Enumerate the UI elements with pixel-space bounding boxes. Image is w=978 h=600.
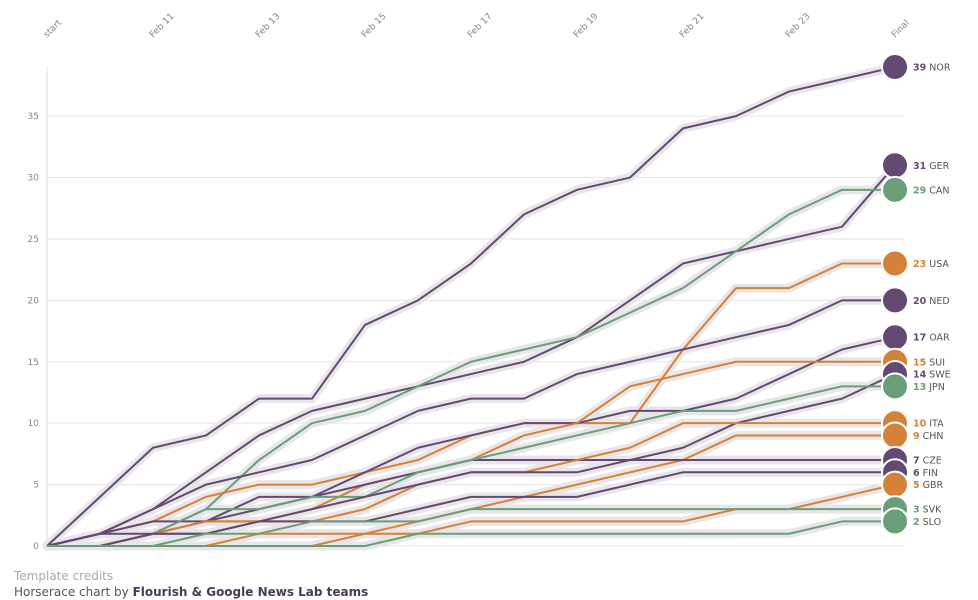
flag	[881, 507, 909, 536]
flag	[881, 421, 909, 450]
end-label: 29 CAN	[913, 185, 949, 196]
y-tick-label: 30	[28, 174, 40, 184]
flag	[881, 286, 909, 315]
x-tick-label: Feb 15	[360, 12, 388, 40]
x-tick-label: Feb 21	[678, 12, 706, 40]
end-label: 31 GER	[913, 161, 950, 172]
end-value: 13	[913, 382, 926, 393]
end-value: 3	[913, 505, 920, 516]
y-tick-label: 10	[28, 419, 40, 429]
end-value: 23	[913, 259, 926, 270]
end-label: 5 GBR	[913, 480, 944, 491]
series-line	[47, 508, 895, 547]
series-line	[46, 164, 896, 547]
series-line	[46, 299, 895, 547]
y-tick-label: 5	[33, 481, 39, 491]
x-tick-label: Feb 11	[148, 12, 176, 40]
halos	[42, 62, 900, 551]
legend-entry: SWE	[929, 370, 950, 381]
x-tick-label: Feb 19	[572, 11, 601, 40]
legend-entry: GBR	[923, 480, 944, 491]
legend-entry: FIN	[923, 468, 938, 479]
legend-entry: ITA	[929, 419, 944, 430]
series-line	[46, 471, 895, 547]
legend-entry: CHN	[923, 431, 944, 442]
legend-entry: SUI	[929, 357, 945, 368]
end-label: 39 NOR	[913, 63, 951, 74]
credits: Template credits Horserace chart by Flou…	[14, 568, 368, 600]
y-tick-label: 35	[28, 112, 39, 122]
legend-entry: NED	[929, 296, 949, 307]
flag	[881, 323, 909, 352]
legend-entry: NOR	[929, 63, 951, 74]
end-value: 31	[913, 161, 926, 172]
legend-entry: SLO	[923, 517, 941, 528]
end-value: 17	[913, 333, 926, 344]
x-tick-label: Final	[890, 18, 912, 40]
end-value: 14	[913, 370, 927, 381]
end-value: 15	[913, 357, 926, 368]
flag	[881, 151, 909, 180]
end-label: 9 CHN	[913, 431, 944, 442]
x-tick-label: Feb 17	[466, 12, 494, 40]
credit-text: Horserace chart by	[14, 585, 129, 599]
end-label: 14 SWE	[913, 370, 951, 381]
end-label: 20 NED	[913, 296, 950, 307]
credit-label: Template credits	[14, 569, 114, 583]
lines	[46, 66, 896, 547]
series-line	[47, 520, 895, 547]
flag	[881, 175, 909, 204]
y-tick-label: 20	[28, 296, 40, 306]
end-value: 39	[913, 63, 926, 74]
legend-entry: CAN	[929, 185, 949, 196]
end-label: 17 OAR	[913, 333, 950, 344]
flag	[881, 372, 909, 401]
series-line	[46, 66, 896, 547]
end-value: 20	[913, 296, 927, 307]
legend-entry: CZE	[923, 456, 942, 467]
end-label: 13 JPN	[913, 382, 945, 393]
end-value: 7	[913, 456, 920, 467]
credit-author: Flourish & Google News Lab teams	[132, 585, 369, 599]
end-label: 10 ITA	[913, 419, 944, 430]
end-value: 9	[913, 431, 920, 442]
legend-entry: GER	[929, 161, 949, 172]
legend-entry: SVK	[923, 505, 943, 516]
end-label: 7 CZE	[913, 456, 942, 467]
x-tick-label: Feb 13	[254, 12, 282, 40]
end-value: 5	[913, 480, 920, 491]
flag	[881, 470, 909, 499]
end-value: 6	[913, 468, 920, 479]
line-halo	[42, 160, 900, 551]
x-tick-label: Feb 23	[784, 12, 812, 40]
end-label: 23 USA	[913, 259, 949, 270]
flag	[881, 53, 909, 81]
x-tick-label: start	[42, 18, 64, 40]
y-tick-label: 15	[28, 358, 39, 368]
end-label: 15 SUI	[913, 357, 945, 368]
legend-entry: USA	[929, 259, 949, 270]
credit-line: Horserace chart by Flourish & Google New…	[14, 584, 368, 600]
end-value: 29	[913, 185, 926, 196]
end-label: 2 SLO	[913, 517, 941, 528]
end-label: 6 FIN	[913, 468, 938, 479]
legend-entry: OAR	[929, 333, 950, 344]
end-label: 3 SVK	[913, 505, 942, 516]
series-line	[47, 385, 895, 547]
flag	[881, 249, 909, 278]
legend-entry: JPN	[928, 382, 945, 393]
end-value: 2	[913, 517, 920, 528]
y-tick-label: 25	[28, 235, 39, 245]
end-value: 10	[913, 419, 927, 430]
y-tick-label: 0	[33, 542, 39, 552]
